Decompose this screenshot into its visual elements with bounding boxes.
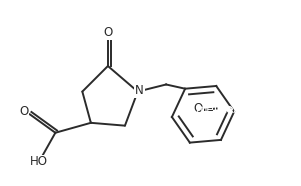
Text: HO: HO — [30, 155, 48, 168]
Text: N: N — [135, 84, 144, 97]
Text: methoxy: methoxy — [218, 108, 224, 109]
Text: methoxy: methoxy — [196, 103, 247, 116]
Text: methoxy: methoxy — [217, 105, 262, 115]
Text: O: O — [103, 26, 113, 39]
Text: methoxy: methoxy — [220, 109, 226, 110]
Text: O: O — [194, 102, 203, 115]
Text: O: O — [19, 105, 28, 118]
